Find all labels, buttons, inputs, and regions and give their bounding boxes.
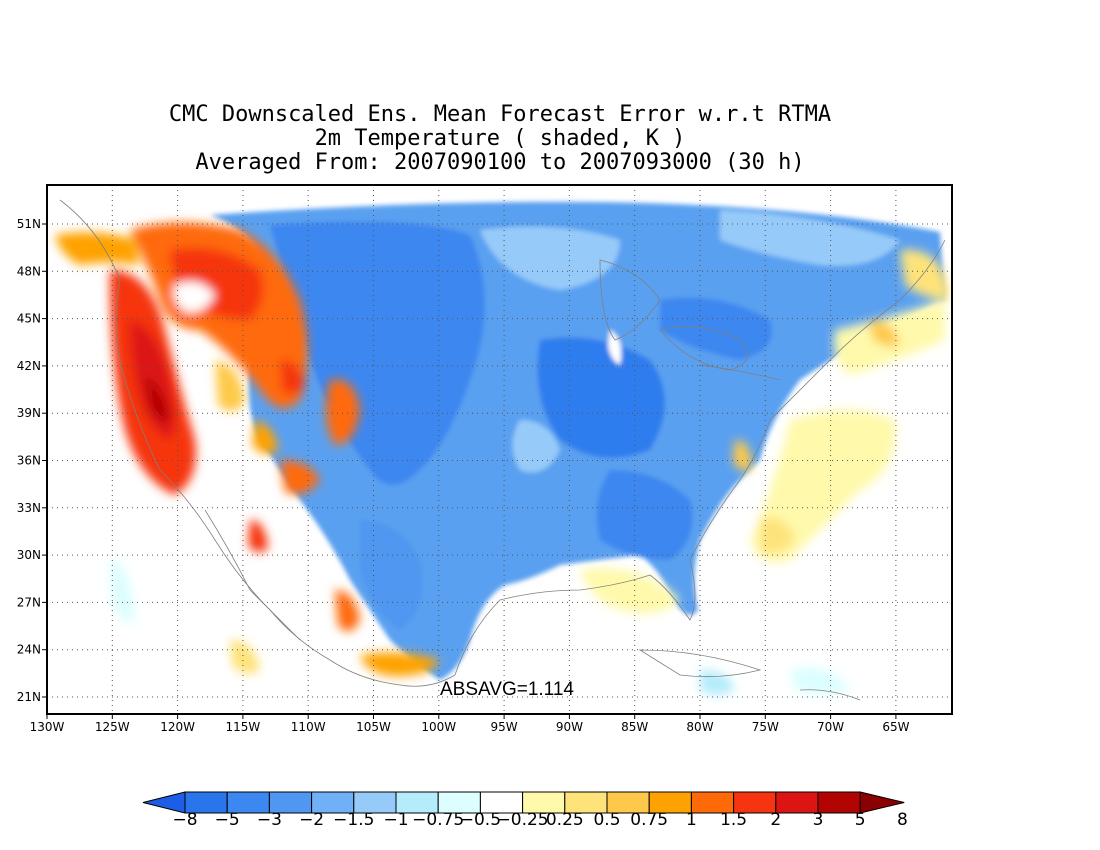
colorbar-label: −0.5 xyxy=(460,810,501,830)
colorbar-label: −1 xyxy=(383,810,408,830)
colorbar-right-arrow xyxy=(859,791,905,814)
lon-label: 120W xyxy=(160,720,195,734)
colorbar-label: −1.5 xyxy=(333,810,374,830)
lon-label: 115W xyxy=(226,720,261,734)
lat-label: 36N xyxy=(17,454,41,468)
colorbar-label: −2 xyxy=(299,810,324,830)
map-area xyxy=(47,185,952,714)
lon-label: 100W xyxy=(421,720,456,734)
colorbar-label: 8 xyxy=(897,810,908,830)
colorbar-label: 0.5 xyxy=(593,810,620,830)
lat-label: 24N xyxy=(17,643,41,657)
warm-anomaly-field xyxy=(55,222,440,677)
longitude-labels: 130W 125W 120W 115W 110W 105W 100W 95W 90W 85W 80W… xyxy=(30,714,910,734)
absavg-annotation: ABSAVG=1.114 xyxy=(440,679,574,700)
colorbar-label: −0.75 xyxy=(412,810,464,830)
lon-label: 95W xyxy=(491,720,518,734)
colorbar-label: −3 xyxy=(257,810,282,830)
latitude-labels: 51N 48N 45N 42N 39N 36N 33N 30N 27N 24N 21N xyxy=(17,217,47,704)
lat-label: 42N xyxy=(17,359,41,373)
colorbar-label: 1.5 xyxy=(720,810,747,830)
lat-label: 45N xyxy=(17,312,41,326)
lon-label: 90W xyxy=(556,720,583,734)
lat-label: 30N xyxy=(17,548,41,562)
lon-label: 125W xyxy=(95,720,130,734)
colorbar: −8 −5 −3 −2 −1.5 −1 −0.75−0.5−0.250.25 0.5 0.75 1… xyxy=(142,791,908,830)
lon-label: 130W xyxy=(30,720,65,734)
lat-label: 27N xyxy=(17,595,41,609)
colorbar-label: −0.25 xyxy=(497,810,549,830)
lon-label: 110W xyxy=(291,720,326,734)
lon-label: 75W xyxy=(752,720,779,734)
colorbar-label: 1 xyxy=(686,810,697,830)
colorbar-label: 0.75 xyxy=(630,810,668,830)
lon-label: 70W xyxy=(817,720,844,734)
title-line-1: CMC Downscaled Ens. Mean Forecast Error … xyxy=(168,102,832,127)
graticule xyxy=(47,185,952,714)
title-line-3: Averaged From: 2007090100 to 2007093000 … xyxy=(195,150,805,175)
colorbar-label: 0.25 xyxy=(546,810,584,830)
colorbar-label: 5 xyxy=(855,810,866,830)
coastlines xyxy=(59,199,946,701)
lon-label: 65W xyxy=(882,720,909,734)
lon-label: 85W xyxy=(621,720,648,734)
title-line-2: 2m Temperature ( shaded, K ) xyxy=(314,126,686,151)
map-frame xyxy=(46,184,953,715)
cold-anomaly-field xyxy=(210,201,945,680)
lat-label: 39N xyxy=(17,406,41,420)
lat-label: 48N xyxy=(17,264,41,278)
lat-label: 51N xyxy=(17,217,41,231)
lon-label: 105W xyxy=(356,720,391,734)
colorbar-label: −5 xyxy=(215,810,240,830)
lon-label: 80W xyxy=(686,720,713,734)
colorbar-label: −8 xyxy=(172,810,197,830)
colorbar-label: 3 xyxy=(813,810,824,830)
colorbar-label: 2 xyxy=(770,810,781,830)
lat-label: 33N xyxy=(17,501,41,515)
lat-label: 21N xyxy=(17,690,41,704)
